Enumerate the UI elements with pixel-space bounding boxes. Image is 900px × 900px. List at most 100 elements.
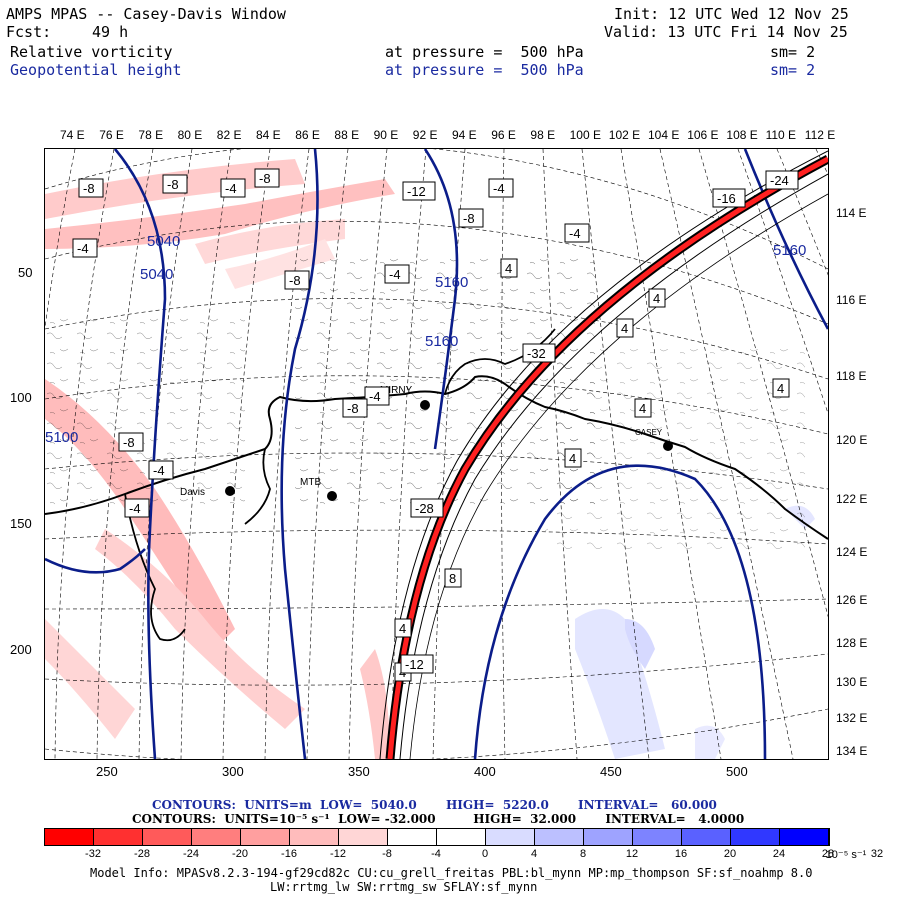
top-lon-label: 94 E [452, 128, 477, 142]
right-lon-label: 126 E [836, 593, 868, 607]
right-lon-label: 124 E [836, 545, 868, 559]
colorbar-swatch [192, 829, 241, 845]
parallel-line [45, 653, 828, 686]
station-casey-marker [663, 441, 673, 451]
colorbar-swatch [535, 829, 584, 845]
meridian-line [54, 149, 115, 759]
field1-level: at pressure = 500 hPa [385, 43, 584, 61]
vorticity-label-box [78, 178, 104, 198]
vorticity-label: -28 [415, 501, 434, 516]
colorbar-tick-label: 20 [723, 848, 737, 860]
colorbar-tick-label: 16 [674, 848, 688, 860]
height-label: 5160 [435, 274, 468, 291]
map-panel: MIRNY Davis MTB CASEY 5040 5040 5160 516… [44, 148, 829, 760]
colorbar-swatch [731, 829, 780, 845]
init-time: Init: 12 UTC Wed 12 Nov 25 [614, 5, 849, 23]
vorticity-label: 4 [777, 381, 784, 396]
right-lon-label: 114 E [836, 206, 867, 220]
height-labels: 5040 5040 5160 5160 5160 5100 [45, 233, 806, 446]
station-mtb-marker [327, 491, 337, 501]
meridian-line [45, 149, 76, 330]
top-lon-label: 112 E [804, 128, 836, 142]
colorbar-tick-label: 0 [481, 848, 489, 860]
vorticity-label-box [118, 432, 144, 452]
meridian-line [815, 149, 828, 176]
vorticity-label: 8 [449, 571, 456, 586]
colorbar-tick-label: -20 [232, 848, 248, 860]
model-info-line1: Model Info: MPASv8.2.3-194-gf29cd82c CU:… [90, 866, 813, 880]
right-lon-label: 120 E [836, 433, 868, 447]
vorticity-label-box [522, 343, 556, 363]
vorticity-label-box [648, 288, 666, 308]
field1-name: Relative vorticity [10, 43, 173, 61]
x-tick-label: 450 [600, 764, 622, 779]
right-lon-label: 132 E [836, 711, 868, 725]
map-svg: MIRNY Davis MTB CASEY 5040 5040 5160 516… [45, 149, 828, 759]
right-lon-label: 116 E [836, 293, 867, 307]
colorbar-unit: 10⁻⁵ s⁻¹ [825, 849, 867, 861]
field1-sm: sm= 2 [770, 43, 816, 61]
vorticity-label-box [284, 270, 310, 290]
colorbar-tick-label: -8 [382, 848, 392, 860]
colorbar-tick-label: 24 [772, 848, 786, 860]
x-tick-label: 400 [474, 764, 496, 779]
vorticity-labels: -8 -8 -4 -8 -4 -8 -4 -12 -8 -4 -4 -4 -8 -8 -4 -4 -32 4 4 4 4… [72, 168, 799, 682]
vorticity-label: -8 [289, 273, 301, 288]
vorticity-label: -8 [347, 401, 359, 416]
vorticity-label: -4 [77, 241, 89, 256]
top-lon-label: 78 E [138, 128, 164, 142]
vorticity-label-box [220, 178, 246, 198]
right-lon-label: 118 E [836, 369, 867, 383]
vorticity-label-box [500, 258, 518, 278]
model-info: Model Info: MPASv8.2.3-194-gf29cd82c CU:… [90, 866, 812, 894]
vorticity-label: -8 [83, 181, 95, 196]
colorbar-swatch [682, 829, 731, 845]
field2-name: Geopotential height [10, 61, 182, 79]
vorticity-label: -4 [493, 181, 505, 196]
vorticity-label: 4 [399, 621, 406, 636]
vorticity-label-box [488, 178, 514, 198]
meridian-line [264, 149, 310, 759]
colorbar-tick-label: -12 [330, 848, 346, 860]
right-lon-label: 130 E [836, 675, 868, 689]
vorticity-label-box [394, 618, 412, 638]
vorticity-label: -4 [369, 389, 381, 404]
station-davis-label: Davis [180, 487, 205, 498]
colorbar-tick-label: 8 [579, 848, 587, 860]
height-label: 5100 [45, 429, 78, 446]
colorbar-tick-label: -28 [134, 848, 150, 860]
vorticity-label-box [634, 398, 652, 418]
vorticity-label-box [72, 238, 98, 258]
x-tick-label: 500 [726, 764, 748, 779]
vorticity-label: -32 [527, 346, 546, 361]
vorticity-label: -4 [129, 501, 141, 516]
colorbar-swatch [45, 829, 94, 845]
contour-info-vorticity: CONTOURS: UNITS=10⁻⁵ s⁻¹ LOW= -32.000 HI… [132, 812, 745, 826]
vorticity-label: 4 [653, 291, 660, 306]
station-mirny-label: MIRNY [380, 385, 413, 396]
fcst-label: Fcst: [6, 23, 52, 41]
top-lon-label: 102 E [608, 128, 641, 142]
colorbar-swatch [241, 829, 290, 845]
vorticity-label-box [400, 654, 434, 674]
station-casey-label: CASEY [635, 428, 663, 437]
field2-sm: sm= 2 [770, 61, 816, 79]
chart-title: AMPS MPAS -- Casey-Davis Window [6, 5, 286, 23]
colorbar-tick-label: -16 [281, 848, 297, 860]
colorbar-swatch [388, 829, 437, 845]
vorticity-label-box [384, 264, 410, 284]
station-markers: MIRNY Davis MTB CASEY [180, 385, 673, 501]
top-lon-label: 86 E [295, 128, 320, 142]
height-contours [45, 149, 828, 759]
vorticity-label-box [564, 223, 590, 243]
vorticity-label: -4 [225, 181, 237, 196]
shear-band [379, 150, 828, 759]
vorticity-label-box [772, 378, 790, 398]
meridian-line [620, 149, 722, 759]
station-mirny-marker [420, 400, 430, 410]
vorticity-label-box [616, 318, 634, 338]
parallel-line [45, 149, 828, 270]
vorticity-label: -4 [389, 267, 401, 282]
colorbar-swatch [780, 829, 829, 845]
parallel-line [45, 708, 828, 759]
